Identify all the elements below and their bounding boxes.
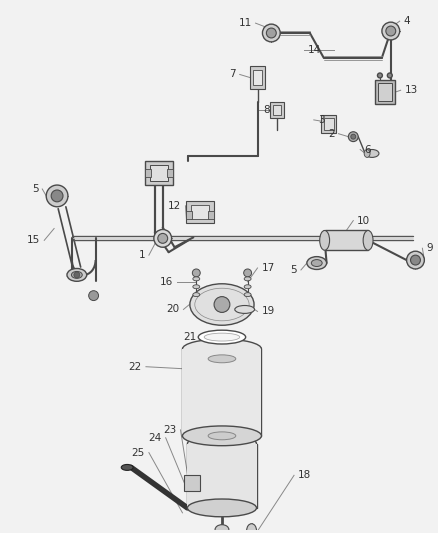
Ellipse shape xyxy=(193,285,200,289)
Circle shape xyxy=(154,230,172,247)
Ellipse shape xyxy=(215,524,229,533)
Circle shape xyxy=(378,73,382,78)
Text: 13: 13 xyxy=(405,85,418,95)
Text: 8: 8 xyxy=(263,105,270,115)
Text: 4: 4 xyxy=(404,16,410,26)
Text: 11: 11 xyxy=(238,18,251,28)
Bar xyxy=(191,205,209,219)
Ellipse shape xyxy=(208,432,236,440)
Text: 24: 24 xyxy=(148,433,162,443)
Circle shape xyxy=(158,233,168,243)
Bar xyxy=(375,80,395,104)
Bar xyxy=(183,349,261,436)
Circle shape xyxy=(382,22,400,40)
Circle shape xyxy=(214,296,230,312)
Text: 20: 20 xyxy=(166,304,180,314)
Ellipse shape xyxy=(183,426,261,446)
Ellipse shape xyxy=(193,277,200,281)
Ellipse shape xyxy=(320,230,329,250)
Ellipse shape xyxy=(235,305,254,313)
Ellipse shape xyxy=(244,277,251,281)
Ellipse shape xyxy=(244,285,251,289)
Text: 1: 1 xyxy=(138,250,145,260)
Circle shape xyxy=(348,132,358,142)
Circle shape xyxy=(46,185,68,207)
Ellipse shape xyxy=(244,293,251,296)
Circle shape xyxy=(386,26,396,36)
Text: 6: 6 xyxy=(364,144,371,155)
Circle shape xyxy=(266,28,276,38)
Circle shape xyxy=(244,269,251,277)
Bar xyxy=(145,169,151,177)
Ellipse shape xyxy=(71,271,82,278)
Text: 5: 5 xyxy=(290,265,297,275)
Bar xyxy=(208,211,214,219)
Text: 21: 21 xyxy=(183,332,196,342)
Text: 2: 2 xyxy=(328,128,335,139)
Bar xyxy=(145,161,173,185)
Ellipse shape xyxy=(67,269,87,281)
Ellipse shape xyxy=(364,149,370,157)
Ellipse shape xyxy=(307,256,327,270)
Text: 19: 19 xyxy=(261,306,275,317)
Text: 14: 14 xyxy=(308,45,321,55)
Bar xyxy=(324,118,333,130)
Circle shape xyxy=(88,290,99,301)
Circle shape xyxy=(192,269,200,277)
Ellipse shape xyxy=(365,149,379,157)
Text: 9: 9 xyxy=(426,243,433,253)
Text: 23: 23 xyxy=(163,425,177,435)
Text: 12: 12 xyxy=(168,201,181,211)
Ellipse shape xyxy=(190,284,254,325)
Circle shape xyxy=(74,272,80,278)
Bar xyxy=(273,105,281,115)
Bar xyxy=(187,211,192,219)
Text: 25: 25 xyxy=(132,448,145,458)
Circle shape xyxy=(406,251,424,269)
Text: 16: 16 xyxy=(159,277,173,287)
Bar xyxy=(250,66,265,89)
Ellipse shape xyxy=(247,524,257,533)
Bar xyxy=(187,201,214,223)
Bar xyxy=(187,444,257,508)
Circle shape xyxy=(387,73,392,78)
Bar xyxy=(321,115,336,133)
Text: 15: 15 xyxy=(27,236,40,245)
Ellipse shape xyxy=(183,339,261,359)
Circle shape xyxy=(351,134,356,139)
Bar xyxy=(184,475,200,491)
Ellipse shape xyxy=(198,330,246,344)
Text: 3: 3 xyxy=(318,115,325,125)
Circle shape xyxy=(51,190,63,202)
Ellipse shape xyxy=(204,333,240,341)
Circle shape xyxy=(410,255,420,265)
Ellipse shape xyxy=(187,499,257,517)
Text: 10: 10 xyxy=(357,215,371,225)
Text: 17: 17 xyxy=(261,263,275,273)
Ellipse shape xyxy=(187,435,257,453)
Bar xyxy=(167,169,173,177)
Ellipse shape xyxy=(121,464,133,471)
Bar xyxy=(150,165,168,181)
Bar xyxy=(253,69,262,85)
Ellipse shape xyxy=(311,260,322,266)
Bar xyxy=(378,83,392,101)
Bar xyxy=(270,102,284,118)
Text: 22: 22 xyxy=(129,362,142,372)
Ellipse shape xyxy=(208,355,236,363)
Bar xyxy=(325,230,368,250)
Text: 5: 5 xyxy=(32,184,38,194)
Text: 7: 7 xyxy=(229,69,236,79)
Text: 18: 18 xyxy=(298,470,311,480)
Ellipse shape xyxy=(363,230,373,250)
Ellipse shape xyxy=(193,293,200,296)
Circle shape xyxy=(262,24,280,42)
